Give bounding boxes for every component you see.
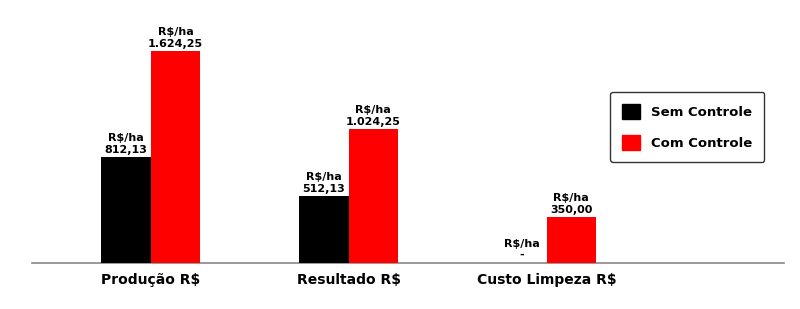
Bar [102,157,150,263]
Bar [546,217,596,263]
Text: R$/ha
512,13: R$/ha 512,13 [302,172,346,194]
Bar [349,129,398,263]
Bar [299,196,349,263]
Legend: Sem Controle, Com Controle: Sem Controle, Com Controle [610,92,764,162]
Text: R$/ha
-: R$/ha - [504,239,540,260]
Text: R$/ha
1.624,25: R$/ha 1.624,25 [148,28,203,49]
Text: R$/ha
1.024,25: R$/ha 1.024,25 [346,105,401,127]
Bar [150,51,200,263]
Text: R$/ha
812,13: R$/ha 812,13 [105,133,147,154]
Text: R$/ha
350,00: R$/ha 350,00 [550,193,593,215]
